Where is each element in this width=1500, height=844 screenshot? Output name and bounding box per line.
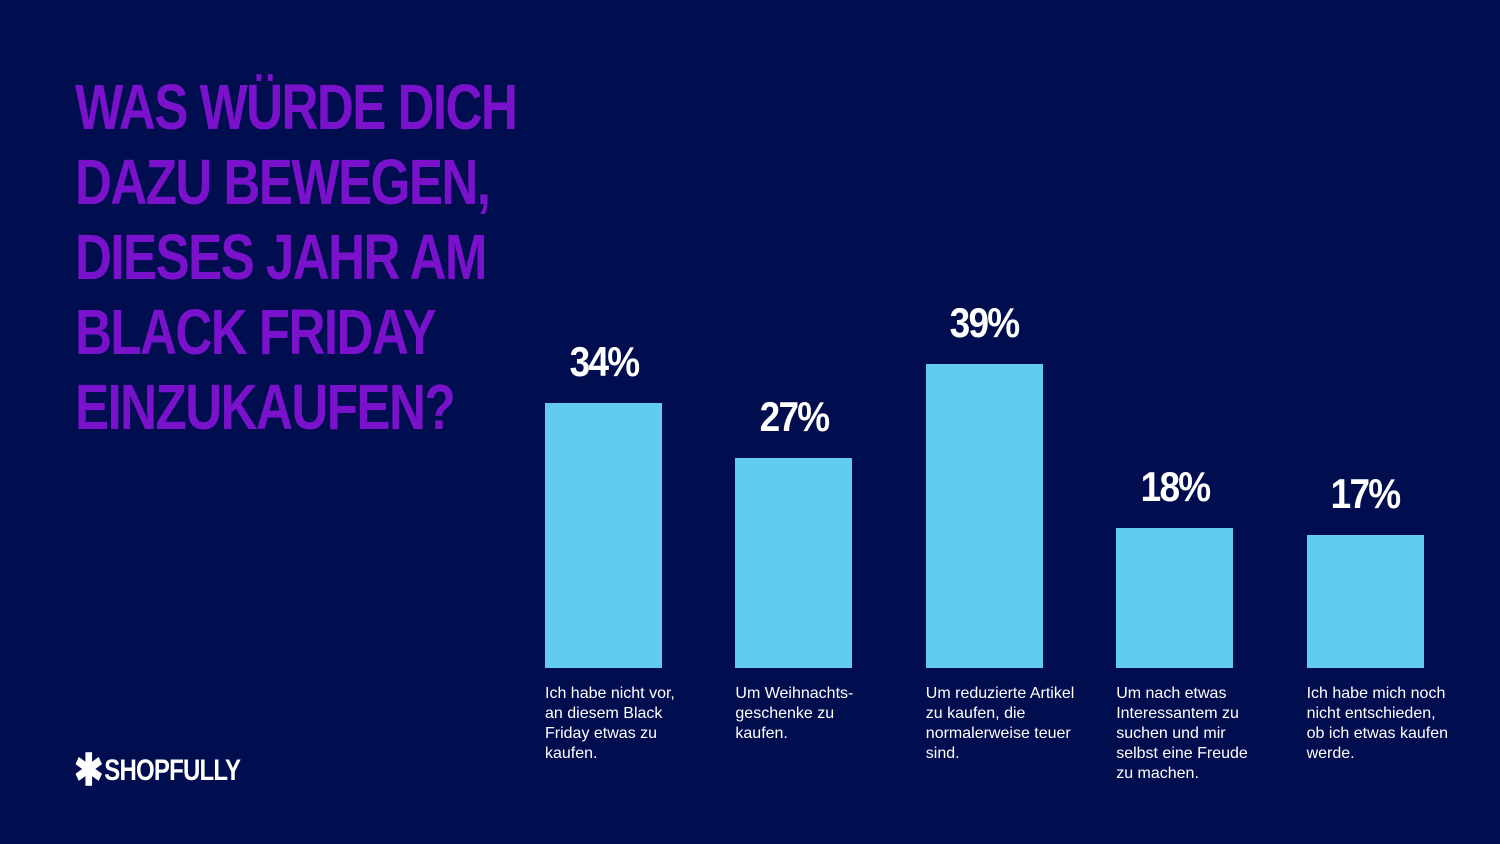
- title-line: WAS WÜRDE DICH: [75, 71, 518, 143]
- category-label: Um nach etwas Interessantem zu suchen un…: [1116, 685, 1248, 782]
- category-label: Um reduzierte Artikel zu kaufen, die nor…: [925, 685, 1075, 762]
- title-line: DAZU BEWEGEN,: [75, 146, 491, 218]
- bar: [545, 402, 662, 668]
- bar: [925, 364, 1043, 668]
- data-label: 34%: [569, 337, 639, 385]
- title-line: EINZUKAUFEN?: [75, 371, 456, 443]
- category-label: Um Weihnachts-geschenke zu kaufen.: [735, 685, 854, 742]
- title-line: DIESES JAHR AM: [75, 221, 488, 293]
- bar: [735, 457, 853, 668]
- shopfully-logo: ✱ SHOPFULLY: [74, 746, 241, 795]
- data-label: 18%: [1140, 462, 1210, 510]
- category-label: Ich habe nicht vor, an diesem Black Frid…: [545, 685, 675, 762]
- asterisk-icon: ✱: [74, 746, 103, 795]
- category-label: Ich habe mich noch nicht entschieden, ob…: [1306, 685, 1449, 762]
- data-label: 17%: [1330, 470, 1401, 518]
- logo-text: SHOPFULLY: [104, 754, 241, 787]
- title-line: BLACK FRIDAY: [75, 296, 437, 368]
- chart-title: WAS WÜRDE DICH DAZU BEWEGEN, DIESES JAHR…: [75, 70, 627, 445]
- data-label: 27%: [759, 392, 830, 440]
- bar: [1306, 535, 1424, 668]
- bar: [1116, 527, 1234, 668]
- data-label: 39%: [949, 299, 1020, 346]
